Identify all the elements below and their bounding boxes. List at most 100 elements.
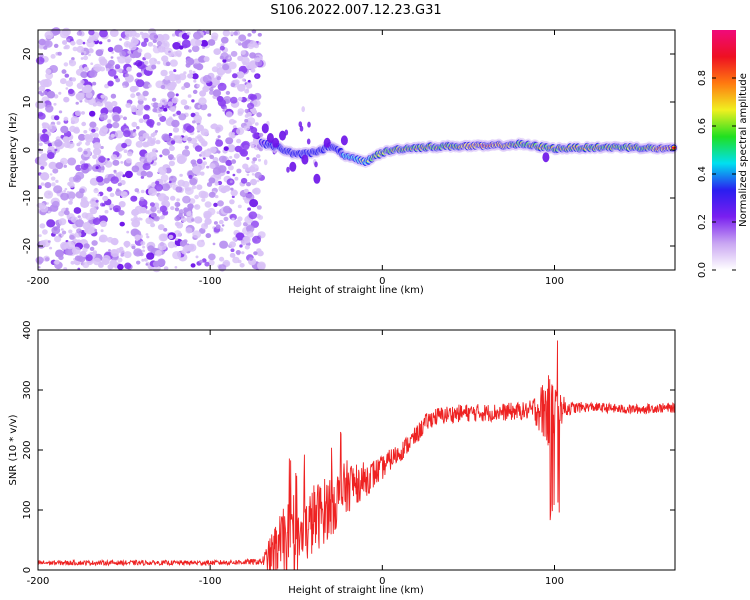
spectrogram-noise-speckle	[204, 218, 212, 225]
spectrogram-noise-speckle	[92, 218, 101, 225]
spectrogram-noise-speckle	[239, 244, 243, 248]
colorbar-ticks: 0.0 0.2 0.4 0.6 0.8	[697, 70, 736, 278]
spectrogram-noise-speckle	[255, 154, 261, 159]
spectrogram-noise-speckle	[195, 255, 199, 259]
spectrogram-noise-speckle	[174, 221, 180, 227]
spectrogram-noise-speckle	[140, 170, 147, 177]
spectrogram-noise-speckle	[116, 188, 120, 192]
spectrogram-noise-speckle	[257, 262, 266, 271]
spectrogram-noise-speckle	[103, 177, 110, 184]
spectrogram-noise-speckle	[229, 180, 233, 184]
spectrogram-noise-speckle	[63, 189, 66, 193]
spectrogram-noise-speckle	[99, 66, 106, 72]
spectrogram-noise-speckle	[156, 250, 162, 255]
spectrogram-noise-speckle	[229, 199, 235, 205]
snr-x-axis-label: Height of straight line (km)	[288, 585, 424, 596]
spectrogram-noise-speckle	[69, 59, 74, 64]
spectrogram-noise-speckle	[113, 169, 117, 173]
spectrogram-noise-speckle	[110, 176, 119, 184]
spectrogram-noise-speckle	[247, 102, 255, 110]
spectrogram-noise-speckle	[246, 157, 250, 160]
spectrogram-noise-speckle	[163, 43, 168, 47]
spectrogram-noise-speckle	[99, 29, 108, 38]
spectrogram-noise-speckle	[68, 229, 73, 234]
spectrogram-noise-speckle	[150, 206, 157, 213]
spectrogram-noise-speckle	[204, 201, 212, 208]
spectrogram-noise-speckle	[51, 27, 61, 36]
spectrogram-noise-speckle	[119, 115, 123, 119]
spectrogram-noise-speckle	[55, 162, 64, 170]
spectrogram-noise-speckle	[171, 97, 179, 104]
spectrogram-noise-speckle	[187, 73, 194, 79]
spectrogram-noise-speckle	[223, 216, 229, 222]
spectrogram-signal-blob	[542, 152, 550, 163]
spectrogram-noise-speckle	[100, 170, 104, 173]
spectrogram-noise-speckle	[221, 224, 225, 227]
spectrogram-noise-speckle	[90, 197, 99, 206]
spectrogram-noise-speckle	[208, 191, 216, 198]
spectrogram-noise-speckle	[238, 34, 247, 42]
spectrogram-noise-speckle	[50, 54, 56, 59]
spectrogram-noise-speckle	[61, 69, 67, 74]
spectrogram-noise-speckle	[237, 83, 246, 92]
spectrogram-y-tick-label: 0	[22, 147, 33, 153]
spectrogram-noise-speckle	[191, 185, 197, 190]
spectrogram-noise-speckle	[176, 203, 181, 207]
spectrogram-noise-speckle	[91, 240, 98, 246]
spectrogram-noise-speckle	[258, 158, 261, 162]
spectrogram-noise-speckle	[250, 178, 258, 186]
spectrogram-noise-speckle	[179, 173, 183, 177]
spectrogram-y-tick-label: -20	[22, 238, 33, 254]
spectrogram-noise-speckle	[80, 57, 84, 60]
spectrogram-noise-speckle	[246, 231, 254, 238]
spectrogram-noise-speckle	[231, 159, 237, 164]
spectrogram-noise-speckle	[247, 33, 252, 37]
spectrogram-noise-speckle	[213, 48, 221, 55]
spectrogram-noise-speckle	[89, 70, 98, 78]
spectrogram-noise-speckle	[167, 154, 174, 160]
spectrogram-noise-speckle	[44, 40, 53, 48]
spectrogram-noise-speckle	[157, 46, 165, 53]
spectrogram-noise-speckle	[230, 82, 236, 88]
spectrogram-noise-speckle	[187, 94, 192, 98]
spectrogram-noise-speckle	[114, 130, 124, 139]
spectrogram-noise-speckle	[141, 32, 150, 40]
spectrogram-noise-speckle	[134, 188, 140, 193]
spectrogram-noise-speckle	[159, 154, 163, 158]
spectrogram-x-tick-label: -100	[199, 276, 222, 287]
spectrogram-noise-speckle	[181, 249, 187, 255]
spectrogram-noise-speckle	[191, 99, 195, 103]
spectrogram-noise-speckle	[244, 108, 249, 113]
spectrogram-noise-speckle	[237, 96, 243, 102]
spectrogram-noise-speckle	[54, 148, 58, 152]
spectrogram-noise-speckle	[214, 126, 222, 133]
spectrogram-noise-speckle	[191, 45, 200, 53]
spectrogram-noise-speckle	[71, 57, 75, 61]
spectrogram-noise-speckle	[218, 185, 227, 193]
spectrogram-noise-speckle	[140, 175, 145, 179]
spectrogram-noise-speckle	[219, 240, 229, 249]
spectrogram-noise-speckle	[58, 218, 67, 226]
spectrogram-noise-speckle	[236, 71, 245, 79]
spectrogram-noise-speckle	[145, 233, 149, 236]
spectrogram-noise-speckle	[202, 155, 206, 158]
spectrogram-noise-speckle	[91, 128, 96, 133]
spectrogram-noise-speckle	[182, 195, 191, 204]
spectrogram-noise-speckle	[184, 145, 189, 150]
spectrogram-noise-speckle	[61, 234, 64, 237]
spectrogram-signal-blob	[323, 137, 331, 148]
spectrogram-noise-speckle	[124, 29, 130, 35]
spectrogram-noise-speckle	[182, 180, 190, 188]
spectrogram-noise-speckle	[244, 118, 249, 123]
spectrogram-noise-speckle	[208, 259, 215, 266]
spectrogram-noise-speckle	[175, 78, 182, 84]
spectrogram-noise-speckle	[156, 61, 161, 65]
spectrogram-noise-speckle	[163, 107, 168, 112]
spectrogram-noise-speckle	[70, 116, 80, 124]
spectrogram-noise-speckle	[154, 59, 157, 62]
spectrogram-noise-speckle	[128, 142, 131, 146]
spectrogram-noise-speckle	[117, 263, 124, 270]
spectrogram-noise-speckle	[120, 161, 124, 164]
spectrogram-ridge-peak	[671, 146, 677, 149]
spectrogram-noise-speckle	[39, 240, 47, 247]
